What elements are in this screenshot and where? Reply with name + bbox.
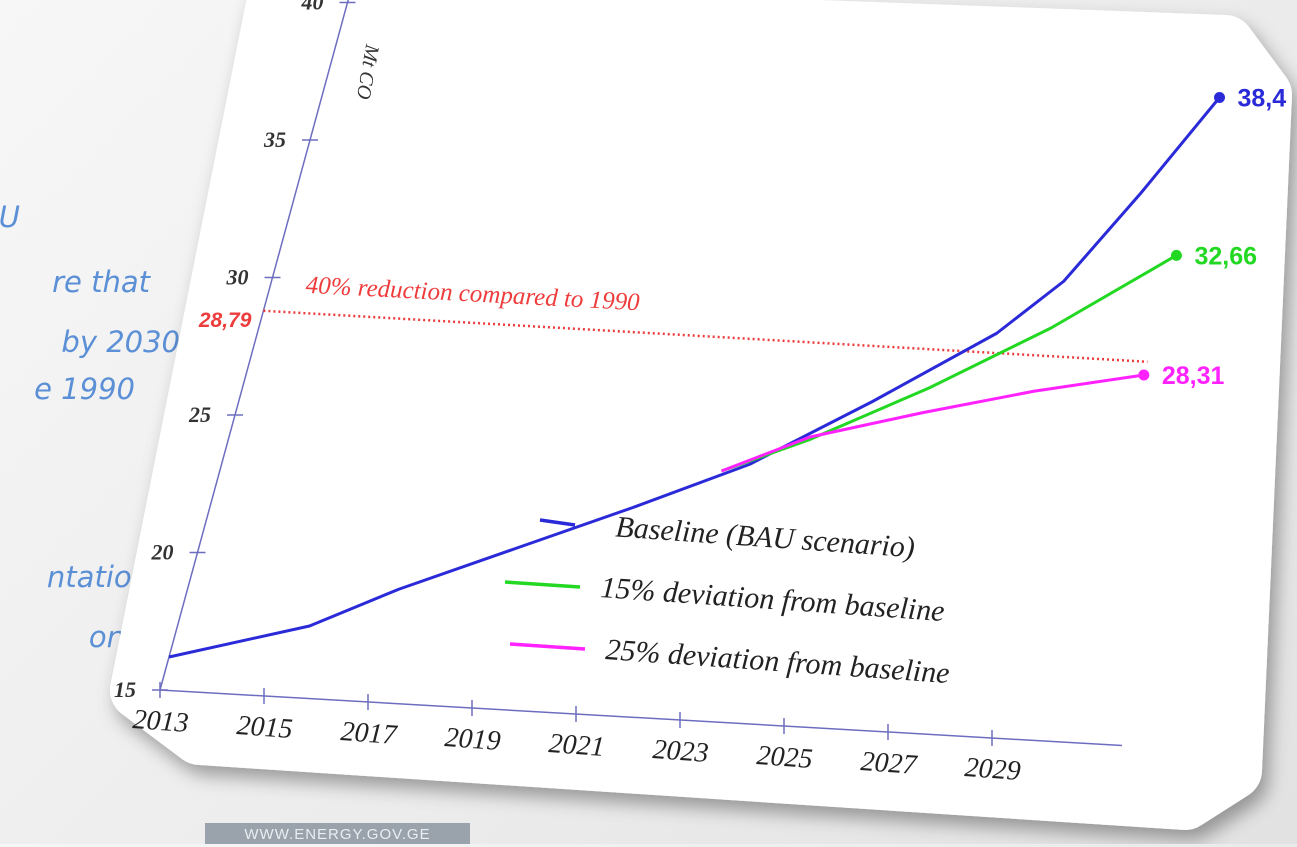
end-point [1214,92,1225,103]
end-label: 38,4 [1238,85,1287,113]
end-label: 28,31 [1162,362,1225,390]
x-tick-label: 2015 [236,710,294,745]
y-tick-label: 30 [226,265,249,290]
side-text-line: U [0,200,20,234]
reference-label: 28,79 [198,309,252,332]
side-text-line: by 2030 [61,325,180,359]
x-axis [159,689,1123,747]
legend-swatch [504,580,581,589]
x-tick-label: 2029 [964,752,1022,787]
card [110,0,1292,830]
end-point [1170,249,1182,261]
side-text-line: e 1990 [34,372,135,406]
y-axis [159,0,349,691]
series-line [168,96,1221,659]
y-tick-label: 40 [301,0,324,15]
x-tick-label: 2013 [132,704,190,739]
series-line [720,373,1145,473]
legend-swatch [509,642,586,651]
x-tick-label: 2027 [860,746,919,781]
end-label: 32,66 [1194,242,1257,270]
y-tick-label: 35 [263,127,286,152]
x-tick-label: 2021 [548,728,606,763]
series-line [720,254,1178,473]
side-text-line: re that [52,265,150,299]
footer: WWW.ENERGY.GOV.GE [205,823,470,844]
y-tick-label: 25 [188,402,211,427]
y-tick-label: 20 [151,540,174,565]
x-tick-label: 2023 [652,734,710,769]
x-tick-label: 2025 [756,740,814,775]
x-tick-label: 2019 [444,722,502,757]
legend-swatch [539,518,576,527]
x-tick-label: 2017 [340,716,399,751]
y-tick-label: 15 [114,677,136,702]
end-point [1138,369,1150,381]
